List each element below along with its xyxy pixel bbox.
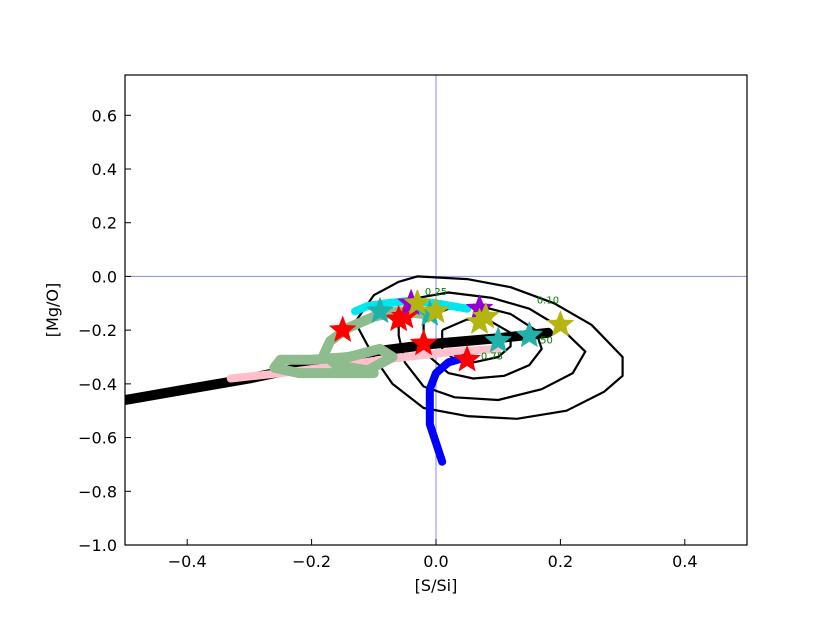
star-marker — [328, 315, 357, 343]
star-marker-group — [328, 288, 575, 372]
y-tick-label: −0.6 — [78, 429, 117, 448]
star-marker — [390, 301, 419, 329]
y-tick-label: 0.2 — [92, 214, 117, 233]
x-tick-label: 0.2 — [548, 552, 573, 571]
series-line — [351, 296, 472, 316]
y-tick-label: −0.4 — [78, 375, 117, 394]
y-axis-label: [Mg/O] — [43, 283, 62, 337]
y-tick-label: 0.6 — [92, 106, 117, 125]
series-line — [226, 344, 503, 383]
y-tick-label: −0.8 — [78, 482, 117, 501]
y-tick-label: 0.0 — [92, 267, 117, 286]
contour-line — [397, 291, 587, 402]
star-marker — [453, 345, 482, 372]
star-marker — [409, 328, 438, 356]
star-marker — [515, 320, 544, 348]
x-tick-label: −0.4 — [168, 552, 207, 571]
x-tick-label: −0.2 — [292, 552, 331, 571]
star-marker — [471, 302, 500, 329]
star-marker — [366, 296, 394, 324]
contour-level-label: 0.75 — [481, 352, 503, 363]
y-axis-ticks: −1.0 −0.8 −0.6 −0.4 −0.2 0.0 0.2 0.4 0.6 — [78, 106, 131, 555]
star-marker — [484, 326, 513, 353]
y-tick-label: −0.2 — [78, 321, 117, 340]
x-tick-label: 0.0 — [423, 552, 448, 571]
star-marker — [403, 288, 432, 316]
star-marker — [422, 296, 450, 324]
series-line — [269, 306, 429, 379]
x-axis-ticks: −0.4 −0.2 0.0 0.2 0.4 — [168, 539, 698, 571]
star-marker — [546, 310, 575, 337]
contour-level-label: 0.50 — [531, 336, 553, 347]
x-axis-label: [S/Si] — [415, 576, 458, 595]
y-tick-label: 0.4 — [92, 160, 117, 179]
contour-level-label: 0.10 — [537, 295, 559, 306]
series-line — [425, 353, 472, 466]
contour-label-group: 0.25 0.10 0.50 0.75 — [425, 287, 559, 362]
y-tick-label: −1.0 — [78, 536, 117, 555]
contour-line — [354, 275, 624, 420]
x-tick-label: 0.4 — [672, 552, 697, 571]
contour-level-label: 0.25 — [425, 287, 447, 298]
